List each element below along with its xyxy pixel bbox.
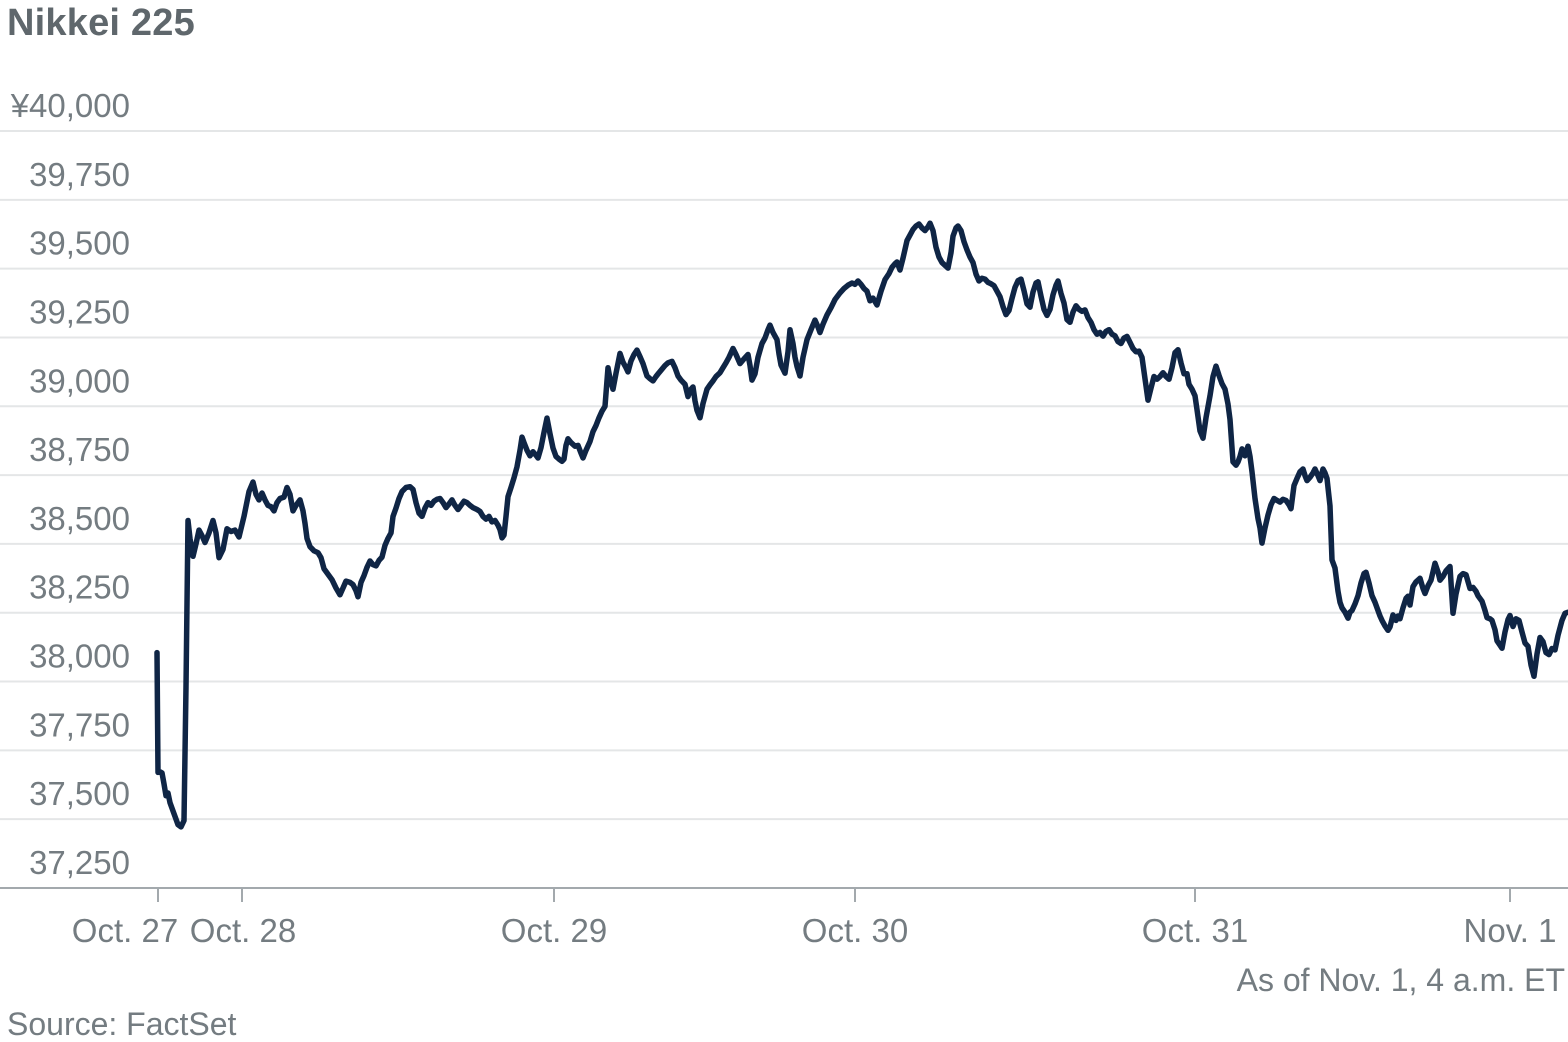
y-axis-label: 37,250 [29,844,130,881]
x-axis-label: Nov. 1 [1464,912,1557,949]
as-of-note: As of Nov. 1, 4 a.m. ET [1236,962,1565,998]
y-axis-label: 39,750 [29,156,130,193]
x-axis-label: Oct. 28 [190,912,296,949]
x-axis-label: Oct. 30 [802,912,908,949]
y-axis-label: 39,000 [29,362,130,399]
x-axis-label: Oct. 27 [72,912,178,949]
y-axis-label: 39,250 [29,293,130,330]
source-credit: Source: FactSet [7,1006,237,1042]
y-axis-label: 39,500 [29,225,130,262]
y-axis-label: 38,750 [29,431,130,468]
y-axis-label: 37,750 [29,706,130,743]
y-axis-label: 37,500 [29,775,130,812]
y-axis-label: 38,000 [29,638,130,675]
y-axis-label: 38,250 [29,569,130,606]
price-line-path [154,220,1568,830]
chart-title: Nikkei 225 [7,2,195,44]
x-axis-label: Oct. 29 [501,912,607,949]
x-axis-label: Oct. 31 [1142,912,1248,949]
y-axis-label: 38,500 [29,500,130,537]
y-axis-label: ¥40,000 [10,87,130,124]
